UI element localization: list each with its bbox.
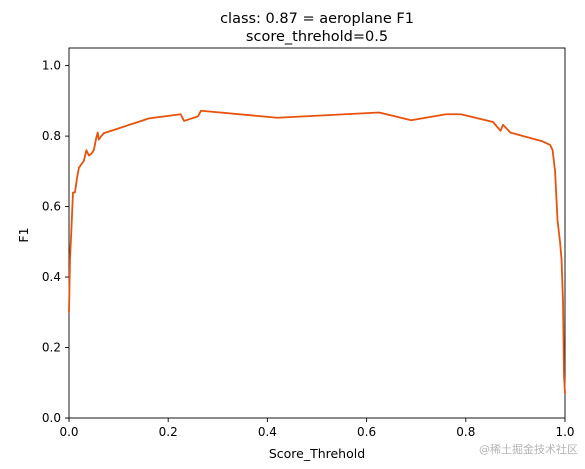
plot-frame xyxy=(68,47,566,419)
x-tick-label: 1.0 xyxy=(555,425,574,439)
x-tick-label: 0.8 xyxy=(456,425,475,439)
x-tick-label: 0.6 xyxy=(357,425,376,439)
y-tick-label: 0.8 xyxy=(42,129,61,143)
watermark: @稀土掘金技术社区 xyxy=(479,442,578,456)
x-tick-label: 0.4 xyxy=(258,425,277,439)
y-axis-ticks: 0.0 0.2 0.4 0.6 0.8 1.0 xyxy=(42,59,69,425)
y-tick-label: 0.0 xyxy=(42,411,61,425)
x-tick-label: 0.2 xyxy=(159,425,178,439)
y-tick-label: 0.2 xyxy=(42,341,61,355)
y-tick-label: 0.6 xyxy=(42,200,61,214)
chart-subtitle: score_threhold=0.5 xyxy=(246,29,388,45)
y-axis-label: F1 xyxy=(16,227,31,242)
x-tick-label: 0.0 xyxy=(59,425,78,439)
chart-title: class: 0.87 = aeroplane F1 xyxy=(220,11,414,27)
y-tick-label: 1.0 xyxy=(42,59,61,73)
y-tick-label: 0.4 xyxy=(42,270,61,284)
x-axis-label: Score_Threhold xyxy=(269,446,365,461)
f1-series-line xyxy=(68,109,566,395)
plot-area: 0.0 0.2 0.4 0.6 0.8 1.0 0.0 0.2 0.4 0.6 0.8 1.0 xyxy=(42,47,575,439)
series-layer xyxy=(68,109,566,395)
x-axis-ticks: 0.0 0.2 0.4 0.6 0.8 1.0 xyxy=(59,418,575,439)
